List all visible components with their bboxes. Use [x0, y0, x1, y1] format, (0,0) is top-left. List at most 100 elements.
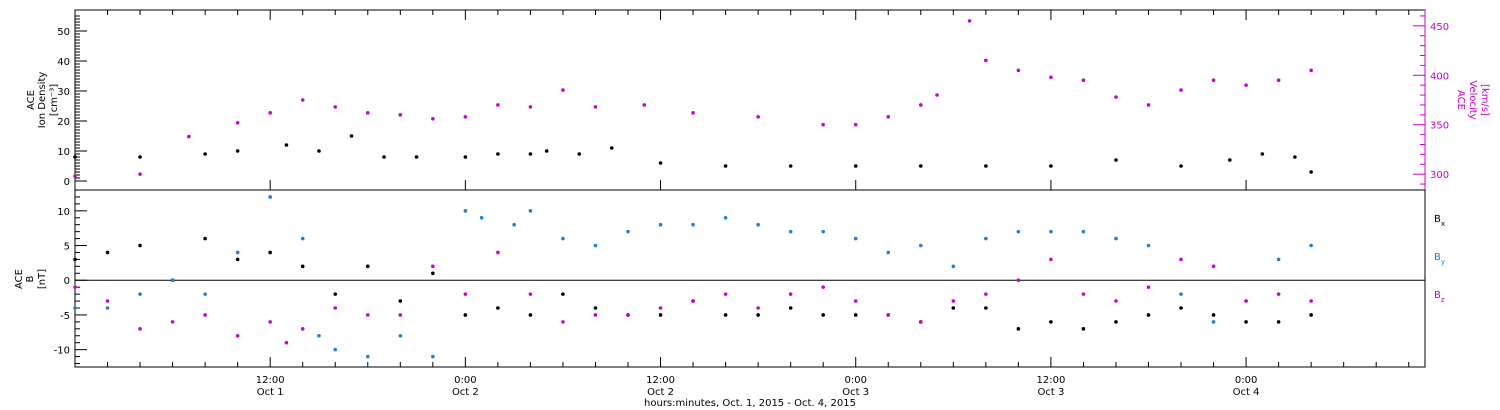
- data-point: [577, 152, 582, 156]
- x-axis-label: hours:minutes, Oct. 1, 2015 - Oct. 4, 20…: [644, 398, 856, 409]
- data-point: [73, 174, 77, 178]
- data-point: [1049, 229, 1053, 234]
- top-panel: 0 10 20 30 40 50 300 350 400 450 ACE Ion Density…: [26, 9, 1490, 191]
- legend-bz: Bz: [1434, 290, 1445, 304]
- data-point: [756, 306, 760, 310]
- data-point: [1276, 320, 1281, 324]
- data-point: [284, 143, 289, 147]
- data-point: [642, 103, 647, 107]
- data-point: [593, 313, 598, 317]
- bottom-left-tick-label: 0: [64, 276, 70, 287]
- top-right-ylabel-line2: Velocity: [1467, 80, 1478, 119]
- data-point: [561, 88, 565, 92]
- data-point: [788, 164, 793, 168]
- bottom-left-tick-label: 10: [57, 207, 70, 218]
- data-point: [203, 292, 207, 296]
- top-left-tick-label: 40: [57, 57, 70, 68]
- data-point: [984, 236, 988, 241]
- data-point: [788, 306, 793, 310]
- top-series-velocity: [73, 19, 1313, 178]
- data-point: [1276, 292, 1281, 296]
- data-point: [333, 105, 338, 109]
- x-tick-time-label: 12:00: [646, 375, 675, 386]
- data-point: [593, 243, 598, 248]
- data-point: [300, 236, 305, 241]
- data-point: [691, 222, 695, 227]
- data-point: [593, 105, 598, 109]
- data-point: [609, 146, 614, 150]
- data-point: [496, 152, 500, 156]
- data-point: [853, 122, 858, 127]
- data-point: [382, 155, 386, 159]
- data-point: [431, 116, 435, 121]
- data-point: [431, 354, 435, 359]
- data-point: [1309, 243, 1313, 248]
- data-point: [235, 250, 240, 255]
- legend-bx: Bx: [1434, 214, 1445, 228]
- top-right-tick-label: 300: [1430, 170, 1449, 181]
- data-point: [235, 257, 240, 262]
- data-point: [788, 292, 793, 296]
- data-point: [317, 149, 321, 153]
- bottom-left-ylabel-line3: [nT]: [37, 269, 48, 289]
- x-tick-time-label: 12:00: [1036, 375, 1065, 386]
- data-point: [1228, 158, 1232, 162]
- data-point: [918, 164, 923, 168]
- data-point: [1081, 327, 1086, 331]
- data-point: [1211, 320, 1216, 324]
- data-point: [1276, 257, 1281, 262]
- x-tick-date-label: Oct 2: [452, 387, 479, 398]
- data-point: [691, 299, 695, 303]
- data-point: [268, 320, 272, 324]
- bottom-left-tick-label: -10: [54, 346, 70, 357]
- data-point: [821, 285, 825, 289]
- data-point: [1179, 88, 1183, 92]
- top-left-ylabel-line1: ACE: [26, 90, 37, 110]
- x-tick-date-label: Oct 4: [1233, 387, 1260, 398]
- data-point: [300, 327, 305, 331]
- data-point: [1049, 257, 1053, 262]
- data-point: [365, 111, 370, 115]
- data-point: [496, 103, 500, 107]
- data-point: [1081, 229, 1086, 234]
- data-point: [918, 103, 923, 107]
- data-point: [1049, 75, 1053, 80]
- data-point: [544, 149, 549, 153]
- bottom-left-ylabel-line1: ACE: [14, 269, 25, 289]
- legend-by: By: [1434, 252, 1445, 266]
- data-point: [203, 313, 207, 317]
- data-point: [821, 122, 825, 127]
- data-point: [951, 306, 956, 310]
- data-point: [918, 320, 923, 324]
- data-point: [1081, 78, 1086, 83]
- top-right-tick-label: 350: [1430, 121, 1449, 132]
- data-point: [138, 292, 142, 296]
- data-point: [1293, 155, 1297, 159]
- data-point: [1179, 292, 1183, 296]
- bottom-left-tick-label: 5: [64, 242, 70, 253]
- top-right-y-axis: 300 350 400 450: [1413, 10, 1449, 190]
- data-point: [1146, 103, 1151, 107]
- data-point: [235, 333, 240, 338]
- data-point: [235, 120, 240, 125]
- data-point: [593, 306, 598, 310]
- data-point: [398, 333, 403, 338]
- data-point: [853, 299, 858, 303]
- data-point: [398, 313, 403, 317]
- data-point: [528, 105, 533, 109]
- data-point: [1114, 158, 1118, 162]
- top-left-ylabel-line3: [cm⁻³]: [49, 84, 60, 116]
- data-point: [496, 306, 500, 310]
- data-point: [853, 313, 858, 317]
- data-point: [105, 306, 110, 310]
- data-point: [414, 155, 419, 159]
- top-left-ylabel-line2: Ion Density: [37, 72, 48, 129]
- data-point: [105, 250, 110, 255]
- top-left-tick-label: 20: [57, 117, 70, 128]
- data-point: [170, 278, 175, 283]
- data-point: [528, 209, 533, 213]
- top-series-density: [73, 134, 1313, 174]
- data-point: [756, 115, 760, 119]
